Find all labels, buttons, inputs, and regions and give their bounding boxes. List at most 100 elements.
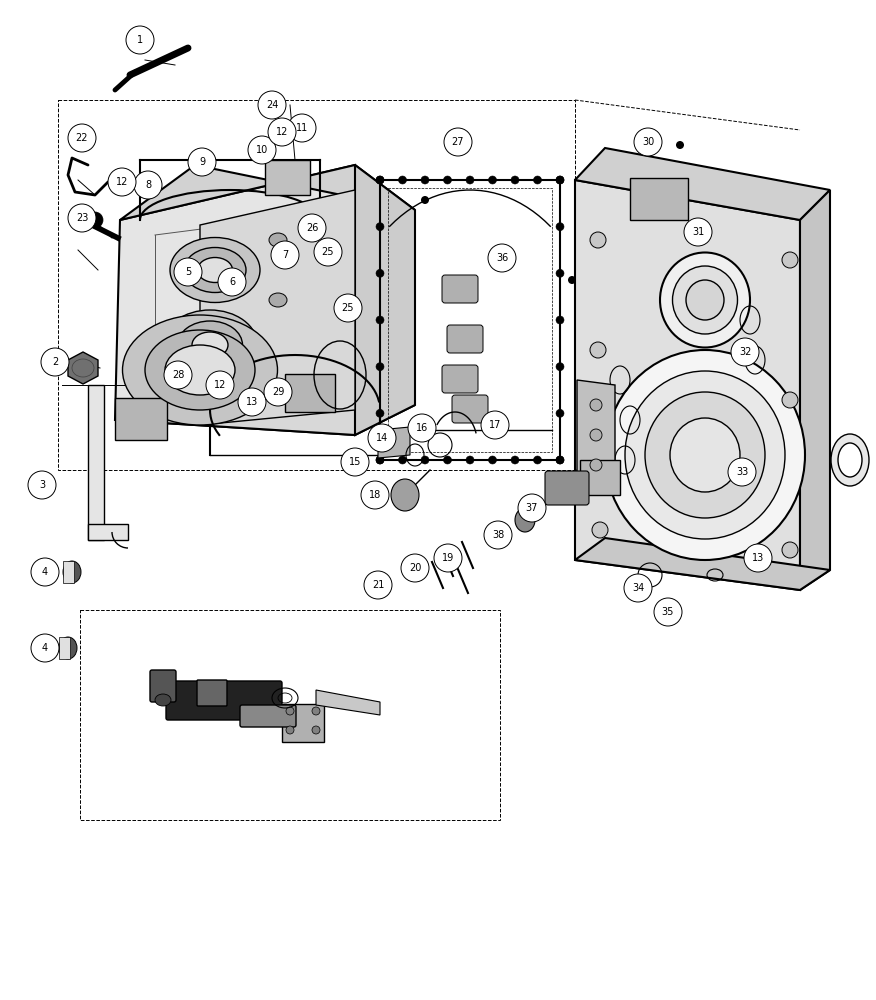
Circle shape (126, 26, 154, 54)
Text: 29: 29 (272, 387, 284, 397)
Circle shape (654, 598, 682, 626)
Ellipse shape (165, 345, 235, 395)
Text: 17: 17 (489, 420, 501, 430)
FancyBboxPatch shape (115, 398, 167, 440)
Text: 25: 25 (321, 247, 335, 257)
Text: 3: 3 (39, 480, 45, 490)
Polygon shape (115, 390, 415, 435)
Text: 38: 38 (492, 530, 504, 540)
Ellipse shape (59, 637, 77, 659)
Circle shape (568, 276, 576, 284)
Circle shape (246, 401, 254, 409)
Ellipse shape (123, 315, 278, 425)
Ellipse shape (831, 434, 869, 486)
FancyBboxPatch shape (630, 178, 688, 220)
Ellipse shape (515, 508, 535, 532)
Text: 23: 23 (76, 213, 88, 223)
Circle shape (271, 241, 299, 269)
Circle shape (286, 726, 294, 734)
Circle shape (376, 269, 384, 277)
Text: 15: 15 (349, 457, 361, 467)
FancyBboxPatch shape (452, 395, 488, 423)
Circle shape (268, 118, 296, 146)
Circle shape (556, 409, 564, 417)
Circle shape (134, 171, 162, 199)
Text: 12: 12 (116, 177, 128, 187)
Text: 9: 9 (199, 157, 205, 167)
Ellipse shape (391, 479, 419, 511)
Circle shape (368, 424, 396, 452)
Circle shape (288, 114, 316, 142)
Circle shape (399, 176, 406, 184)
Circle shape (421, 196, 429, 204)
Ellipse shape (673, 266, 738, 334)
Circle shape (590, 459, 602, 471)
Polygon shape (575, 180, 800, 590)
Ellipse shape (625, 371, 785, 539)
Circle shape (376, 409, 384, 417)
Ellipse shape (269, 233, 287, 247)
FancyBboxPatch shape (166, 681, 282, 720)
Ellipse shape (155, 694, 171, 706)
FancyBboxPatch shape (88, 385, 104, 540)
Circle shape (511, 176, 519, 184)
Text: 36: 36 (496, 253, 508, 263)
Polygon shape (59, 637, 70, 659)
Polygon shape (575, 148, 830, 220)
Circle shape (421, 176, 429, 184)
Circle shape (590, 429, 602, 441)
Ellipse shape (269, 293, 287, 307)
Text: 12: 12 (276, 127, 288, 137)
Circle shape (341, 448, 369, 476)
Ellipse shape (184, 247, 246, 292)
Circle shape (174, 258, 202, 286)
FancyBboxPatch shape (545, 471, 589, 505)
FancyBboxPatch shape (442, 275, 478, 303)
Circle shape (443, 176, 451, 184)
Circle shape (108, 168, 136, 196)
Ellipse shape (63, 561, 81, 583)
Text: 20: 20 (409, 563, 421, 573)
Circle shape (518, 494, 546, 522)
Polygon shape (68, 352, 98, 384)
Circle shape (533, 456, 541, 464)
Circle shape (511, 456, 519, 464)
Circle shape (556, 176, 564, 184)
Circle shape (556, 456, 564, 464)
Polygon shape (63, 561, 74, 583)
Circle shape (68, 204, 96, 232)
Text: 27: 27 (452, 137, 464, 147)
Circle shape (443, 456, 451, 464)
Circle shape (206, 371, 234, 399)
Circle shape (728, 458, 756, 486)
Text: 8: 8 (145, 180, 151, 190)
Ellipse shape (686, 280, 724, 320)
Circle shape (376, 316, 384, 324)
Circle shape (421, 456, 429, 464)
Circle shape (481, 411, 509, 439)
Circle shape (376, 456, 384, 464)
Circle shape (590, 342, 606, 358)
Circle shape (376, 176, 384, 184)
Ellipse shape (838, 443, 862, 477)
Text: 11: 11 (296, 123, 308, 133)
Circle shape (188, 148, 216, 176)
Text: 22: 22 (75, 133, 88, 143)
Text: 2: 2 (52, 357, 58, 367)
Text: 33: 33 (736, 467, 748, 477)
Circle shape (592, 522, 608, 538)
Circle shape (312, 707, 320, 715)
Circle shape (41, 348, 69, 376)
Circle shape (376, 176, 384, 184)
Circle shape (556, 456, 564, 464)
Polygon shape (120, 165, 415, 220)
Circle shape (264, 378, 292, 406)
Circle shape (489, 176, 497, 184)
Circle shape (590, 399, 602, 411)
Circle shape (782, 392, 798, 408)
FancyBboxPatch shape (197, 680, 227, 706)
Circle shape (556, 316, 564, 324)
Ellipse shape (145, 330, 255, 410)
Ellipse shape (660, 252, 750, 348)
Ellipse shape (670, 418, 740, 492)
